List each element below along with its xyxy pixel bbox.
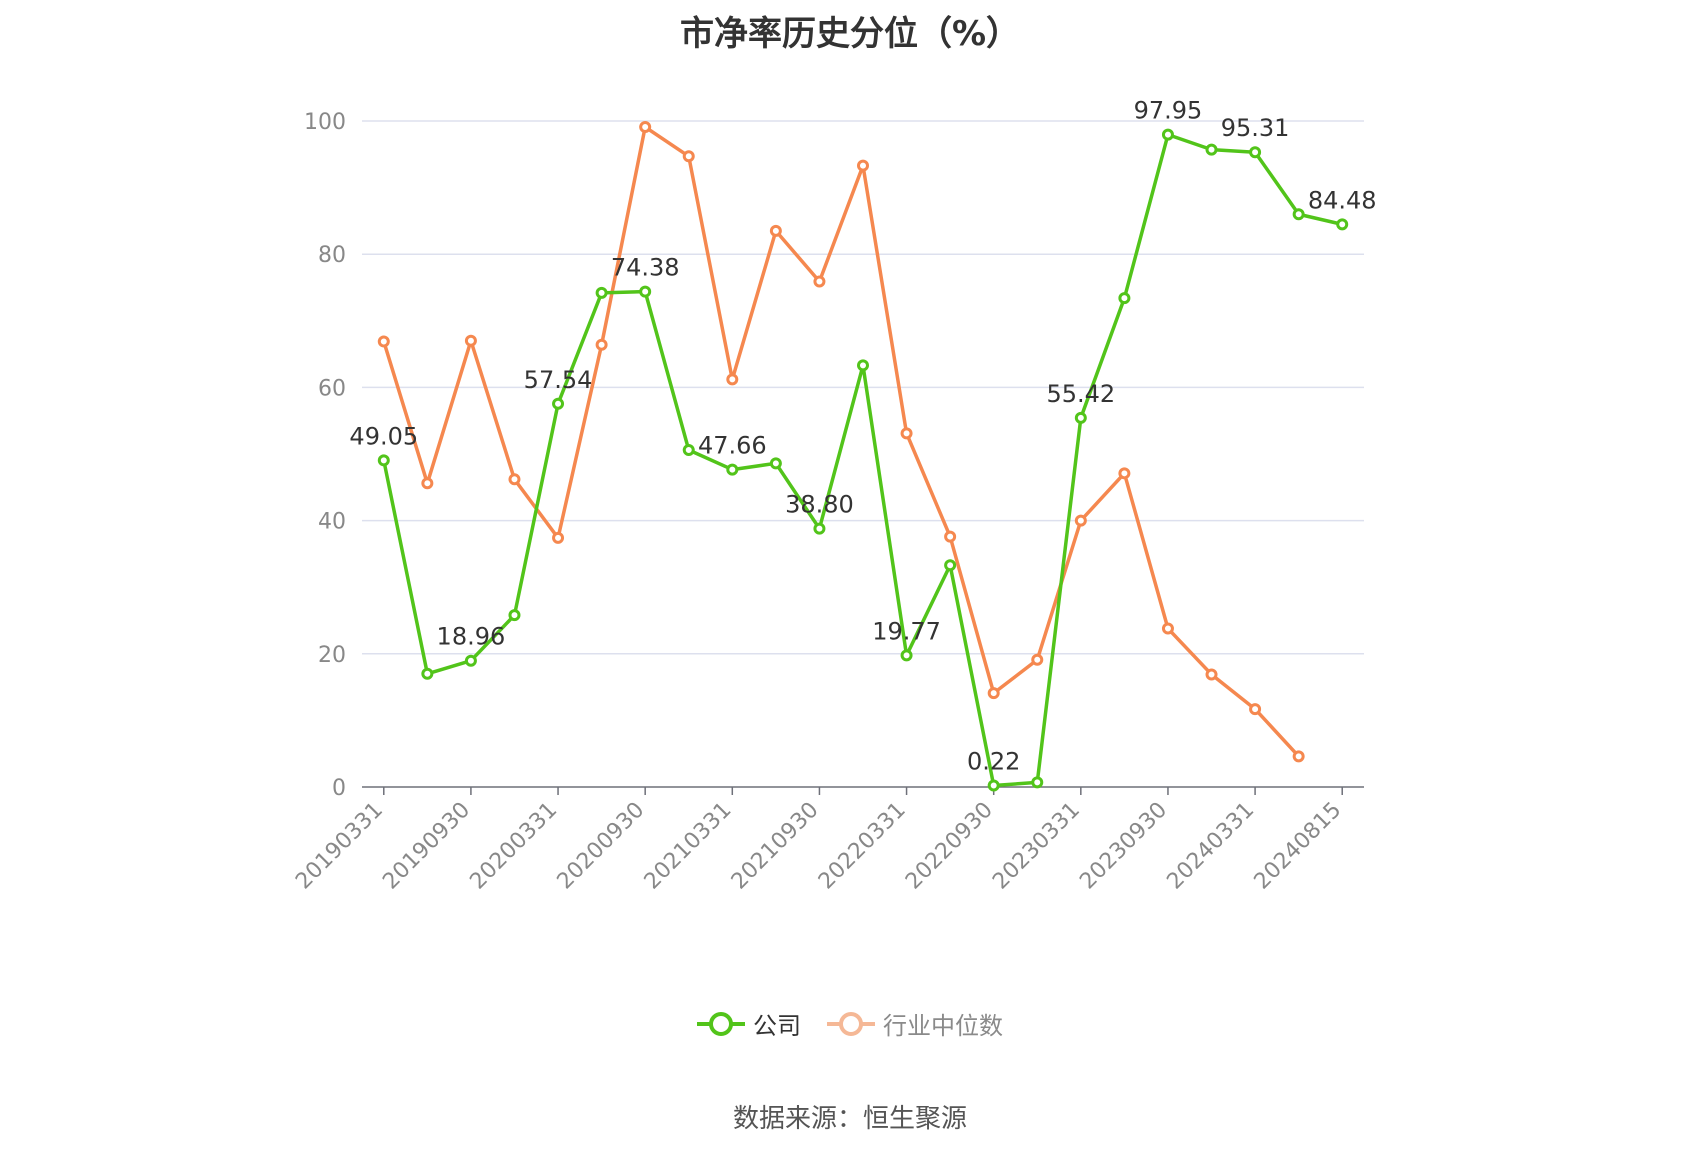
data-point-company xyxy=(421,667,434,680)
data-point-company xyxy=(682,444,695,457)
data-label: 49.05 xyxy=(349,422,418,450)
data-label: 18.96 xyxy=(437,623,506,651)
data-label: 55.42 xyxy=(1046,380,1115,408)
data-point-company xyxy=(595,286,608,299)
data-point-company xyxy=(900,649,913,662)
data-point-industry xyxy=(1031,653,1044,666)
data-point-company xyxy=(987,779,1000,792)
data-point-company xyxy=(1118,292,1131,305)
legend-company-label: 公司 xyxy=(753,1012,801,1040)
data-point-industry xyxy=(595,338,608,351)
data-point-industry xyxy=(987,687,1000,700)
x-tick-label: 20240815 xyxy=(1250,798,1347,895)
data-point-company xyxy=(464,654,477,667)
data-label: 19.77 xyxy=(872,617,941,645)
data-point-industry xyxy=(464,334,477,347)
data-label: 84.48 xyxy=(1308,186,1377,214)
data-point-industry xyxy=(1292,750,1305,763)
data-source: 数据来源：恒生聚源 xyxy=(732,1104,967,1134)
y-tick-label: 20 xyxy=(318,643,346,668)
x-tick-label: 20190331 xyxy=(291,798,388,895)
data-point-company xyxy=(944,559,957,572)
data-point-industry xyxy=(726,373,739,386)
x-tick-label: 20200930 xyxy=(553,798,650,895)
data-point-industry xyxy=(552,531,565,544)
data-label: 74.38 xyxy=(611,254,680,282)
data-point-industry xyxy=(508,473,521,486)
data-point-industry xyxy=(1249,703,1262,716)
data-point-industry xyxy=(377,335,390,348)
data-point-industry xyxy=(769,224,782,237)
legend-item-company[interactable]: 公司 xyxy=(697,1006,801,1041)
legend-company-marker-icon xyxy=(697,1011,745,1036)
data-point-industry xyxy=(1118,467,1131,480)
data-point-industry xyxy=(682,150,695,163)
data-point-company xyxy=(552,397,565,410)
data-point-industry xyxy=(944,530,957,543)
x-tick-label: 20240331 xyxy=(1162,798,1259,895)
data-label: 47.66 xyxy=(698,432,767,460)
y-tick-label: 80 xyxy=(318,243,346,268)
data-label: 95.31 xyxy=(1221,114,1290,142)
data-point-company xyxy=(1292,208,1305,221)
data-point-company xyxy=(1249,146,1262,159)
data-point-industry xyxy=(1161,622,1174,635)
data-label: 57.54 xyxy=(524,366,593,394)
legend: 公司 行业中位数 xyxy=(0,1006,1700,1041)
data-label: 38.80 xyxy=(785,491,854,519)
data-point-industry xyxy=(421,477,434,490)
x-tick-label: 20210930 xyxy=(727,798,824,895)
data-point-company xyxy=(1205,143,1218,156)
y-tick-label: 60 xyxy=(318,376,346,401)
data-point-company xyxy=(813,522,826,535)
y-tick-label: 0 xyxy=(332,776,346,801)
data-point-industry xyxy=(1205,668,1218,681)
data-point-company xyxy=(377,454,390,467)
data-label: 0.22 xyxy=(967,748,1020,776)
data-point-company xyxy=(1074,411,1087,424)
y-tick-label: 100 xyxy=(304,110,346,135)
data-point-company xyxy=(508,609,521,622)
data-point-company xyxy=(1031,776,1044,789)
data-point-company xyxy=(857,359,869,372)
x-tick-label: 20210331 xyxy=(640,798,737,895)
data-point-company xyxy=(1161,128,1174,141)
data-point-industry xyxy=(900,427,913,440)
data-point-company xyxy=(769,457,782,470)
series-line-company xyxy=(382,132,1343,788)
x-tick-label: 20190930 xyxy=(378,798,475,895)
x-tick-label: 20230930 xyxy=(1075,798,1172,895)
data-point-industry xyxy=(813,275,826,288)
x-tick-label: 20220930 xyxy=(901,798,998,895)
legend-industry-label: 行业中位数 xyxy=(883,1012,1003,1040)
x-tick-label: 20230331 xyxy=(988,798,1085,895)
data-point-company xyxy=(726,463,739,476)
chart-title: 市净率历史分位（%） xyxy=(679,14,1021,54)
x-tick-label: 20200331 xyxy=(465,798,562,895)
x-tick-label: 20220331 xyxy=(814,798,911,895)
y-tick-label: 40 xyxy=(318,510,346,535)
data-label: 97.95 xyxy=(1134,97,1203,125)
data-point-company xyxy=(1336,218,1349,231)
data-point-industry xyxy=(639,120,652,133)
data-point-company xyxy=(639,285,652,298)
data-point-industry xyxy=(1074,514,1087,527)
data-point-industry xyxy=(857,159,869,172)
legend-industry-marker-icon xyxy=(827,1011,875,1036)
legend-item-industry-median[interactable]: 行业中位数 xyxy=(827,1006,1003,1041)
